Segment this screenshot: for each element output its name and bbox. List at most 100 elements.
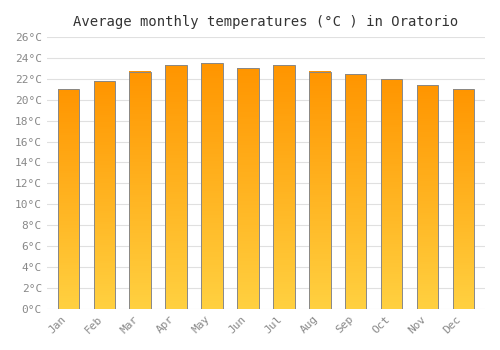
Bar: [273, 265, 294, 267]
Bar: [58, 179, 79, 182]
Bar: [202, 171, 223, 174]
Bar: [273, 77, 294, 80]
Bar: [417, 121, 438, 123]
Bar: [309, 223, 330, 226]
Bar: [202, 257, 223, 260]
Bar: [345, 266, 366, 269]
Bar: [237, 270, 258, 273]
Bar: [345, 217, 366, 219]
Bar: [58, 162, 79, 164]
Bar: [452, 289, 474, 291]
Bar: [345, 95, 366, 97]
Bar: [345, 74, 366, 76]
Bar: [381, 288, 402, 290]
Bar: [309, 131, 330, 133]
Bar: [273, 153, 294, 155]
Bar: [130, 159, 151, 162]
Bar: [202, 107, 223, 110]
Bar: [130, 193, 151, 195]
Bar: [309, 145, 330, 147]
Bar: [237, 169, 258, 172]
Bar: [202, 156, 223, 159]
Bar: [202, 100, 223, 103]
Bar: [452, 96, 474, 98]
Bar: [58, 98, 79, 100]
Bar: [237, 186, 258, 189]
Bar: [130, 76, 151, 79]
Bar: [58, 181, 79, 184]
Bar: [237, 289, 258, 292]
Bar: [452, 197, 474, 199]
Bar: [94, 142, 115, 145]
Bar: [417, 112, 438, 114]
Bar: [417, 85, 438, 309]
Bar: [166, 77, 187, 80]
Title: Average monthly temperatures (°C ) in Oratorio: Average monthly temperatures (°C ) in Or…: [74, 15, 458, 29]
Bar: [202, 105, 223, 107]
Bar: [417, 156, 438, 159]
Bar: [58, 120, 79, 122]
Bar: [237, 73, 258, 76]
Bar: [130, 197, 151, 199]
Bar: [58, 164, 79, 166]
Bar: [94, 94, 115, 97]
Bar: [202, 277, 223, 279]
Bar: [166, 116, 187, 119]
Bar: [417, 123, 438, 125]
Bar: [202, 78, 223, 80]
Bar: [130, 79, 151, 81]
Bar: [309, 152, 330, 155]
Bar: [381, 111, 402, 113]
Bar: [273, 192, 294, 194]
Bar: [309, 171, 330, 174]
Bar: [58, 105, 79, 107]
Bar: [166, 85, 187, 87]
Bar: [237, 128, 258, 131]
Bar: [94, 135, 115, 138]
Bar: [381, 132, 402, 134]
Bar: [345, 83, 366, 85]
Bar: [130, 254, 151, 257]
Bar: [237, 109, 258, 112]
Bar: [273, 70, 294, 72]
Bar: [273, 253, 294, 255]
Bar: [309, 282, 330, 285]
Bar: [130, 90, 151, 93]
Bar: [345, 262, 366, 264]
Bar: [381, 106, 402, 109]
Bar: [309, 280, 330, 283]
Bar: [94, 286, 115, 288]
Bar: [202, 122, 223, 125]
Bar: [309, 257, 330, 259]
Bar: [202, 139, 223, 142]
Bar: [452, 304, 474, 307]
Bar: [309, 98, 330, 100]
Bar: [237, 201, 258, 203]
Bar: [273, 155, 294, 158]
Bar: [417, 134, 438, 136]
Bar: [417, 222, 438, 224]
Bar: [166, 99, 187, 102]
Bar: [417, 92, 438, 94]
Bar: [202, 103, 223, 105]
Bar: [345, 304, 366, 306]
Bar: [202, 83, 223, 85]
Bar: [237, 280, 258, 282]
Bar: [309, 166, 330, 169]
Bar: [130, 247, 151, 250]
Bar: [94, 158, 115, 161]
Bar: [94, 263, 115, 265]
Bar: [417, 237, 438, 239]
Bar: [202, 284, 223, 287]
Bar: [202, 272, 223, 274]
Bar: [237, 210, 258, 213]
Bar: [58, 287, 79, 289]
Bar: [417, 186, 438, 188]
Bar: [237, 189, 258, 191]
Bar: [237, 88, 258, 90]
Bar: [58, 285, 79, 287]
Bar: [237, 179, 258, 181]
Bar: [452, 166, 474, 168]
Bar: [130, 121, 151, 124]
Bar: [452, 111, 474, 113]
